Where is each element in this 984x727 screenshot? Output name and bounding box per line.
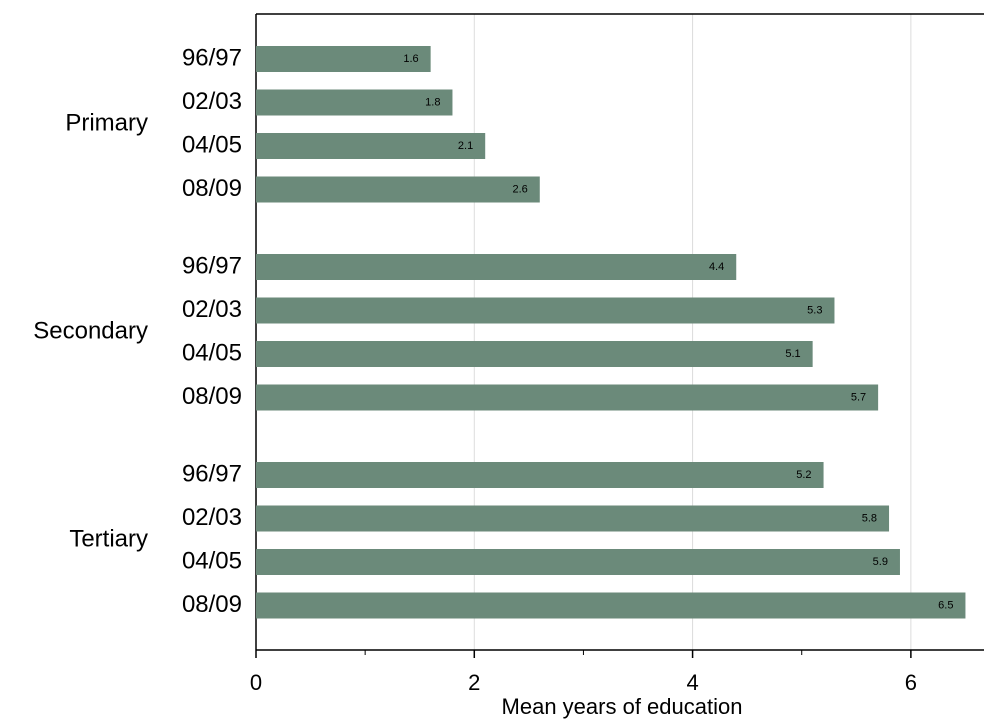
group-label: Secondary [33,318,148,345]
bar [256,462,824,488]
value-label: 5.9 [873,556,888,568]
category-label: 04/05 [182,339,242,366]
bar [256,133,486,159]
category-label: 96/97 [182,460,242,487]
category-label: 04/05 [182,547,242,574]
bar [256,46,431,72]
group-label: Tertiary [69,526,148,553]
category-label: 02/03 [182,504,242,531]
bar [256,341,813,367]
value-label: 5.7 [851,391,866,403]
category-label: 04/05 [182,131,242,158]
bar [256,297,835,324]
x-tick-label: 4 [686,670,698,695]
bar [256,89,453,116]
bar [256,176,540,203]
x-tick-label: 0 [250,670,262,695]
category-label: 08/09 [182,175,242,202]
bar [256,549,900,575]
bar [256,592,966,619]
value-label: 5.2 [796,469,811,481]
category-label: 96/97 [182,44,242,71]
value-label: 5.3 [807,304,822,316]
x-axis-title: Mean years of education [502,694,743,719]
category-label: 08/09 [182,591,242,618]
bar [256,505,890,532]
category-label: 02/03 [182,296,242,323]
value-label: 5.1 [785,348,800,360]
category-label: 96/97 [182,252,242,279]
value-label: 2.1 [458,140,473,152]
value-label: 1.8 [425,96,440,108]
group-label: Primary [65,110,148,137]
value-label: 5.8 [862,512,877,524]
value-label: 1.6 [403,53,418,65]
category-label: 08/09 [182,383,242,410]
value-label: 2.6 [512,183,527,195]
bar [256,254,737,280]
x-tick-label: 2 [468,670,480,695]
value-label: 6.5 [938,599,953,611]
category-label: 02/03 [182,88,242,115]
x-tick-label: 6 [905,670,917,695]
bar [256,384,879,411]
value-label: 4.4 [709,261,724,273]
